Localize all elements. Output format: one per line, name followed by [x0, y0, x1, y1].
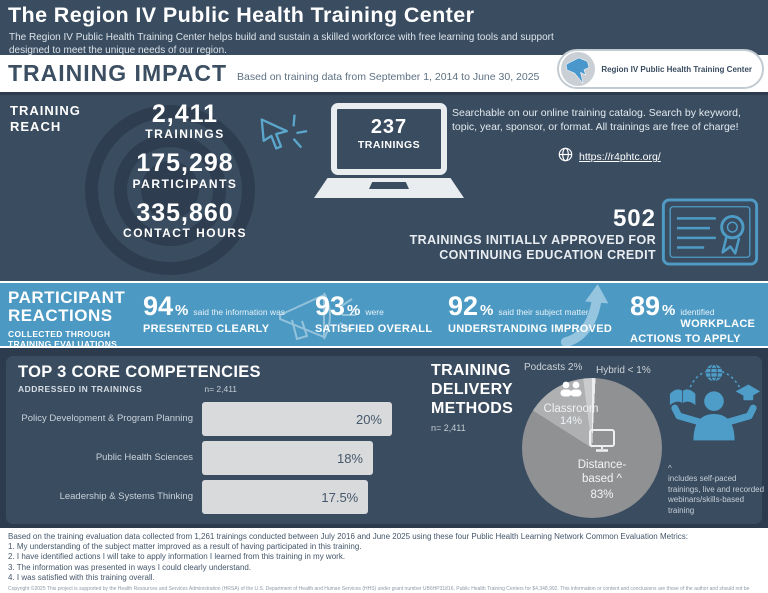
- stat-trainings-value: 2,411: [151, 100, 219, 128]
- footer-section: Based on the training evaluation data co…: [0, 528, 768, 593]
- reaction-presented-clearly: 94 % said the information was PRESENTED …: [143, 291, 315, 336]
- footer-metric-1: 1. My understanding of the subject matte…: [8, 542, 362, 552]
- ce-credit-label-line1: TRAININGS INITIALLY APPROVED FOR: [409, 233, 656, 247]
- competencies-title: TOP 3 CORE COMPETENCIES: [18, 363, 261, 381]
- bar: 18%: [202, 441, 373, 475]
- stat-contact-hours-value: 335,860: [136, 198, 234, 227]
- participant-reactions-band: PARTICIPANT REACTIONS COLLECTED THROUGH …: [0, 281, 768, 351]
- competencies-chart: TOP 3 CORE COMPETENCIES ADDRESSED IN TRA…: [18, 363, 410, 519]
- pie-footnote: ^ includes self-paced trainings, live an…: [668, 464, 765, 515]
- bar-value: 20%: [355, 411, 382, 427]
- reaction-understanding-improved: 92 % said their subject matter UNDERSTAN…: [448, 291, 620, 336]
- bullseye-core: [141, 161, 199, 219]
- globe-icon: [558, 147, 573, 167]
- reactions-title-line1: PARTICIPANT: [8, 288, 126, 307]
- reaction-bold-text: WORKPLACE: [680, 317, 756, 330]
- reach-label: TRAINING REACH: [10, 103, 81, 135]
- laptop-icon: 237 TRAININGS: [314, 103, 464, 198]
- catalog-description: Searchable on our online training catalo…: [452, 107, 741, 133]
- page-subtitle: The Region IV Public Health Training Cen…: [9, 32, 554, 57]
- stat-trainings-label: TRAININGS: [145, 127, 225, 142]
- impact-date-note: Based on training data from September 1,…: [237, 70, 540, 83]
- reaction-satisfied-overall: 93 % were SATISFIED OVERALL: [315, 291, 450, 336]
- bar-row: Public Health Sciences 18%: [18, 441, 410, 475]
- ce-credit-label-line2: CONTINUING EDUCATION CREDIT: [439, 247, 656, 262]
- stat-contact-hours-label: CONTACT HOURS: [123, 225, 247, 240]
- org-badge-label: Region IV Public Health Training Center: [601, 64, 752, 74]
- footer-intro: Based on the training evaluation data co…: [8, 532, 688, 541]
- people-icon: [557, 381, 585, 401]
- reach-stats: 2,411 TRAININGS 175,298 PARTICIPANTS 335…: [70, 101, 300, 249]
- reaction-pct: 89: [630, 291, 661, 321]
- reaction-pct: 92: [448, 291, 479, 321]
- region-iv-map-icon: [561, 52, 596, 86]
- competencies-subtitle: ADDRESSED IN TRAININGS: [18, 384, 143, 394]
- header-section: The Region IV Public Health Training Cen…: [0, 0, 768, 57]
- bar-category: Policy Development & Program Planning: [21, 413, 193, 425]
- bar-value: 18%: [336, 450, 363, 466]
- reaction-small-text: were: [365, 307, 384, 317]
- reactions-title-line2: REACTIONS: [8, 305, 113, 325]
- bar-category: Leadership & Systems Thinking: [59, 491, 193, 503]
- footer-metric-2: 2. I have identified actions I will take…: [8, 552, 346, 562]
- reaction-pct: 93: [315, 291, 346, 321]
- page-title: The Region IV Public Health Training Cen…: [8, 3, 475, 27]
- footer-metric-3: 3. The information was presented in ways…: [8, 562, 252, 572]
- up-arrow-icon: [560, 284, 618, 351]
- bar-value: 17.5%: [321, 489, 359, 505]
- reaction-small-text: identified: [680, 307, 715, 317]
- footer-metric-4: 4. I was satisfied with this training ov…: [8, 572, 155, 582]
- click-cursor-icon: [255, 107, 309, 166]
- learner-juggling-icon: [664, 362, 764, 465]
- bar: 17.5%: [202, 480, 369, 514]
- laptop-trainings-value: 237: [370, 116, 408, 138]
- reactions-subtitle-line1: COLLECTED THROUGH: [8, 328, 111, 339]
- ce-credit-value: 502: [612, 205, 656, 232]
- laptop-trainings-label: TRAININGS: [357, 139, 421, 151]
- delivery-pie: [522, 378, 662, 518]
- certificate-icon: [660, 198, 760, 271]
- reactions-subtitle-line2: TRAINING EVALUATIONS: [8, 339, 118, 350]
- training-reach-section: TRAINING REACH 2,411 TRAININGS 175,298 P…: [0, 92, 768, 281]
- footer-copyright: Copyright ©2025 This project is supporte…: [8, 586, 750, 593]
- reaction-bold-text: UNDERSTANDING IMPROVED: [448, 323, 613, 335]
- reaction-small-text: said the information was: [193, 307, 286, 317]
- bar-row: Leadership & Systems Thinking 17.5%: [18, 480, 410, 514]
- reaction-workplace-actions: 89 % identified WORKPLACE ACTIONS TO APP…: [630, 293, 762, 345]
- pie-label-hybrid: Hybrid < 1%: [596, 365, 651, 376]
- bar-row: Policy Development & Program Planning 20…: [18, 402, 410, 436]
- competencies-n: n= 2,411: [204, 384, 238, 394]
- pie-distance-label: Distance-based ^ 83%: [564, 428, 640, 502]
- reactions-header: PARTICIPANT REACTIONS COLLECTED THROUGH …: [8, 289, 125, 350]
- reaction-bold-text: SATISFIED OVERALL: [315, 323, 433, 335]
- stat-participants-label: PARTICIPANTS: [132, 176, 238, 191]
- delivery-n: n= 2,411: [431, 422, 466, 433]
- pie-label-podcasts: Podcasts 2%: [524, 362, 583, 373]
- bar-category: Public Health Sciences: [95, 452, 193, 464]
- impact-title: TRAINING IMPACT: [8, 60, 228, 86]
- reaction-bold-text: ACTIONS TO APPLY: [630, 332, 741, 345]
- delivery-methods-header: TRAINING DELIVERY METHODS n= 2,411: [431, 362, 514, 433]
- reaction-pct: 94: [143, 291, 174, 321]
- ce-credit-block: 502 TRAININGS INITIALLY APPROVED FOR CON…: [380, 205, 656, 263]
- reaction-bold-text: PRESENTED CLEARLY: [143, 323, 270, 335]
- impact-band: TRAINING IMPACT Based on training data f…: [0, 49, 768, 92]
- pie-classroom-label: Classroom 14%: [532, 381, 610, 427]
- megaphone-icon: [262, 287, 367, 348]
- charts-section: TOP 3 CORE COMPETENCIES ADDRESSED IN TRA…: [0, 348, 768, 528]
- bar: 20%: [202, 402, 392, 436]
- org-badge: Region IV Public Health Training Center: [557, 49, 764, 89]
- charts-panel: TOP 3 CORE COMPETENCIES ADDRESSED IN TRA…: [6, 356, 764, 524]
- monitor-icon: [587, 429, 617, 456]
- reaction-small-text: said their subject matter: [498, 307, 589, 317]
- catalog-link[interactable]: https://r4phtc.org/: [579, 151, 661, 163]
- stat-participants-value: 175,298: [136, 149, 234, 178]
